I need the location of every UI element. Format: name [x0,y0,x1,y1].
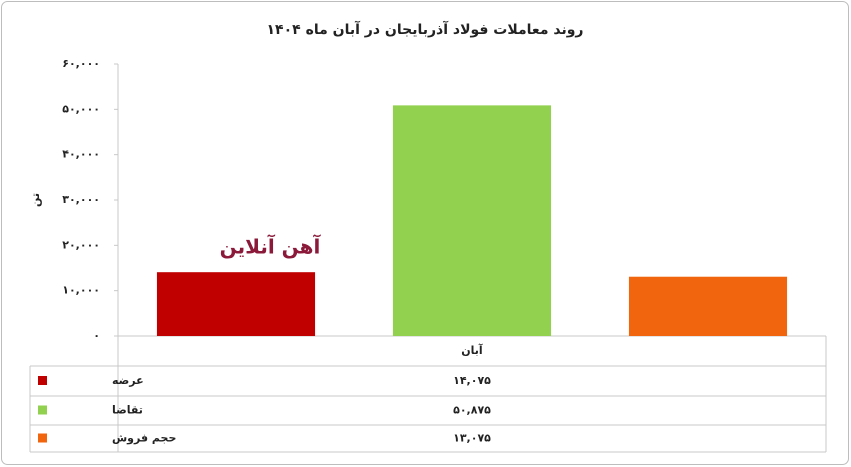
chart-title: روند معاملات فولاد آذربایجان در آبان ماه… [267,20,584,38]
legend-label: تقاضا [112,404,143,417]
y-tick-label: ۵۰,۰۰۰ [62,102,100,115]
y-tick-label: ۲۰,۰۰۰ [62,238,100,251]
bar [628,276,788,336]
data-label: ۱۴,۰۷۵ [453,374,491,387]
bar [156,272,316,336]
watermark: آهن آنلاین [220,234,322,259]
y-axis-label: تن [29,193,42,207]
legend-label: حجم فروش [112,432,176,445]
y-tick-label: ۶۰,۰۰۰ [62,57,100,70]
data-label: ۵۰,۸۷۵ [453,404,491,417]
bar [392,105,552,336]
legend-swatch [38,376,47,385]
legend-swatch [38,433,47,443]
legend-label: عرضه [112,374,144,387]
y-tick-label: ۱۰,۰۰۰ [62,284,100,297]
x-tick-label: آبان [461,343,483,357]
legend-swatch [38,405,47,415]
y-tick-label: ۳۰,۰۰۰ [62,193,100,206]
data-label: ۱۳,۰۷۵ [453,432,491,445]
y-tick-label: ۴۰,۰۰۰ [62,148,100,161]
y-tick-label: ۰ [93,329,100,342]
